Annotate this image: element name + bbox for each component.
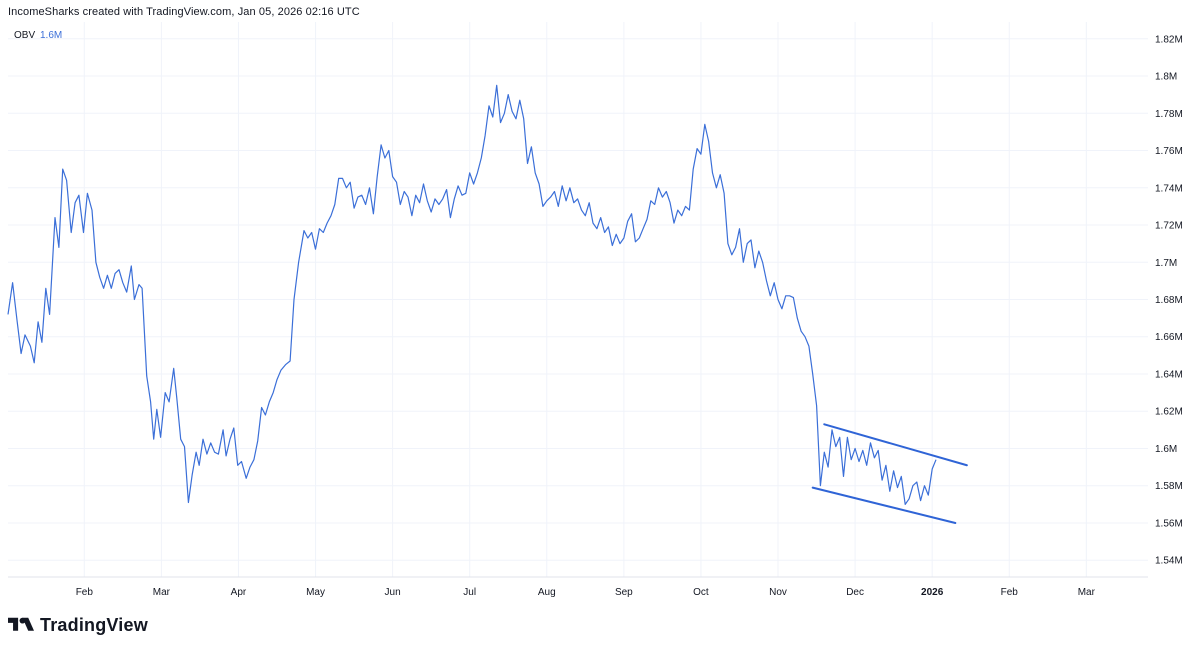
y-tick-label: 1.68M <box>1155 295 1183 306</box>
time-axis[interactable]: Feb Mar Apr May Jun Jul Aug Sep Oct Nov Dec 2026 Feb… <box>76 587 1096 598</box>
y-tick-label: 1.78M <box>1155 109 1183 120</box>
y-tick-label: 1.58M <box>1155 481 1183 492</box>
x-tick-label: Mar <box>153 587 171 598</box>
legend-indicator-name: OBV <box>14 30 35 41</box>
x-tick-label: Jun <box>385 587 401 598</box>
x-tick-label: Mar <box>1078 587 1096 598</box>
channel-lower-trendline <box>811 486 957 524</box>
chart-attribution: IncomeSharks created with TradingView.co… <box>8 6 360 18</box>
tradingview-branding[interactable]: TradingView <box>8 614 148 636</box>
channel-upper-trendline <box>823 423 968 467</box>
y-tick-label: 1.76M <box>1155 146 1183 157</box>
x-tick-label: Nov <box>769 587 787 598</box>
x-tick-label: 2026 <box>921 587 944 598</box>
obv-series-line <box>7 84 937 505</box>
y-tick-label: 1.74M <box>1155 183 1183 194</box>
y-tick-label: 1.56M <box>1155 518 1183 529</box>
x-tick-label: May <box>306 587 325 598</box>
x-tick-label: Apr <box>231 587 247 598</box>
series-layer <box>7 84 937 505</box>
chart-grid <box>8 22 1148 577</box>
legend-indicator-value: 1.6M <box>40 30 62 41</box>
y-tick-label: 1.64M <box>1155 369 1183 380</box>
y-tick-label: 1.54M <box>1155 556 1183 567</box>
x-tick-label: Oct <box>693 587 709 598</box>
x-tick-label: Feb <box>76 587 94 598</box>
indicator-legend[interactable]: OBV 1.6M <box>14 30 62 41</box>
y-tick-label: 1.62M <box>1155 407 1183 418</box>
price-axis[interactable]: 1.54M 1.56M 1.58M 1.6M 1.62M 1.64M 1.66M 1.68M 1… <box>1155 34 1183 566</box>
y-tick-label: 1.66M <box>1155 332 1183 343</box>
x-tick-label: Jul <box>463 587 476 598</box>
y-tick-label: 1.8M <box>1155 72 1177 83</box>
x-tick-label: Sep <box>615 587 633 598</box>
x-tick-label: Feb <box>1001 587 1019 598</box>
tradingview-wordmark: TradingView <box>40 614 148 635</box>
tradingview-logo-icon <box>8 617 34 631</box>
y-tick-label: 1.7M <box>1155 258 1177 269</box>
y-tick-label: 1.6M <box>1155 444 1177 455</box>
y-tick-label: 1.82M <box>1155 34 1183 45</box>
x-tick-label: Aug <box>538 587 556 598</box>
x-tick-label: Dec <box>846 587 864 598</box>
y-tick-label: 1.72M <box>1155 221 1183 232</box>
trendline-layer <box>811 423 968 524</box>
